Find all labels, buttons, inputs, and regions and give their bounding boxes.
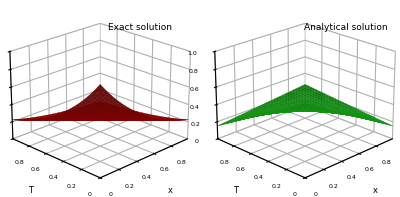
Y-axis label: T: T xyxy=(233,186,238,195)
Y-axis label: T: T xyxy=(28,186,33,195)
Title: Analytical solution: Analytical solution xyxy=(304,22,387,32)
X-axis label: x: x xyxy=(372,186,377,195)
Title: Exact solution: Exact solution xyxy=(108,22,172,32)
X-axis label: x: x xyxy=(168,186,172,195)
